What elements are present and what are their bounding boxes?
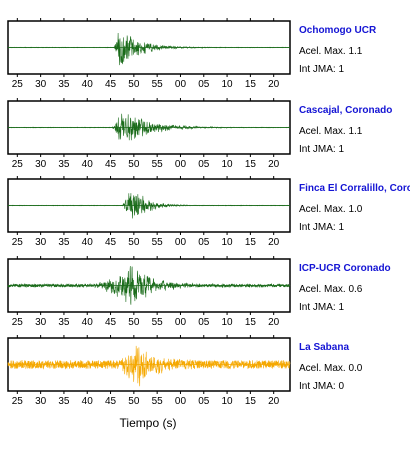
x-tick-label: 10: [222, 159, 234, 170]
x-axis-title: Tiempo (s): [120, 416, 177, 430]
waveform-trace: [7, 33, 291, 66]
x-tick-label: 40: [82, 237, 94, 248]
x-tick-label: 45: [105, 396, 117, 407]
jma-intensity-label: Int JMA: 0: [299, 381, 344, 392]
max-acceleration-label: Acel. Max. 0.6: [299, 284, 363, 295]
x-tick-label: 20: [268, 237, 280, 248]
max-acceleration-label: Acel. Max. 1.1: [299, 126, 363, 137]
waveform-trace: [7, 113, 291, 141]
x-tick-label: 00: [175, 237, 187, 248]
x-tick-label: 20: [268, 396, 280, 407]
x-tick-label: 05: [198, 317, 210, 328]
jma-intensity-label: Int JMA: 1: [299, 144, 344, 155]
x-tick-label: 50: [128, 396, 140, 407]
waveform-trace: [7, 265, 291, 305]
jma-intensity-label: Int JMA: 1: [299, 222, 344, 233]
x-tick-label: 05: [198, 159, 210, 170]
x-tick-label: 35: [58, 396, 70, 407]
x-tick-label: 15: [245, 79, 257, 90]
station-name: Ochomogo UCR: [299, 25, 377, 36]
seismogram-panel: 25 30 35 40 45 50 55 00 05 10 15 20 La Sabana Acel. M…: [7, 335, 363, 407]
x-tick-label: 55: [152, 79, 164, 90]
x-tick-label: 00: [175, 396, 187, 407]
x-tick-label: 15: [245, 237, 257, 248]
x-tick-label: 00: [175, 79, 187, 90]
x-tick-label: 35: [58, 317, 70, 328]
x-tick-label: 10: [222, 396, 234, 407]
jma-intensity-label: Int JMA: 1: [299, 302, 344, 313]
x-tick-label: 35: [58, 237, 70, 248]
x-tick-label: 55: [152, 317, 164, 328]
x-tick-label: 25: [12, 317, 24, 328]
waveform-trace: [7, 345, 291, 387]
x-tick-label: 30: [35, 396, 47, 407]
x-tick-label: 15: [245, 396, 257, 407]
x-tick-label: 40: [82, 317, 94, 328]
x-tick-label: 05: [198, 237, 210, 248]
waveform-trace: [7, 193, 291, 219]
x-tick-label: 30: [35, 317, 47, 328]
x-tick-label: 50: [128, 317, 140, 328]
x-tick-label: 25: [12, 237, 24, 248]
x-tick-label: 55: [152, 237, 164, 248]
seismogram-panel: 25 30 35 40 45 50 55 00 05 10 15 20 ICP-UCR Coronado…: [7, 256, 391, 328]
x-tick-label: 10: [222, 79, 234, 90]
x-tick-label: 40: [82, 396, 94, 407]
x-tick-label: 50: [128, 237, 140, 248]
x-tick-label: 00: [175, 159, 187, 170]
seismogram-panel: 25 30 35 40 45 50 55 00 05 10 15 20 Finca El Corrali…: [7, 176, 410, 248]
x-tick-label: 40: [82, 159, 94, 170]
x-tick-label: 45: [105, 159, 117, 170]
x-tick-label: 35: [58, 159, 70, 170]
x-tick-label: 00: [175, 317, 187, 328]
x-tick-label: 55: [152, 159, 164, 170]
x-tick-label: 05: [198, 79, 210, 90]
x-tick-label: 35: [58, 79, 70, 90]
jma-intensity-label: Int JMA: 1: [299, 64, 344, 75]
station-name: La Sabana: [299, 342, 349, 353]
x-tick-label: 50: [128, 159, 140, 170]
x-tick-label: 40: [82, 79, 94, 90]
x-tick-label: 25: [12, 159, 24, 170]
x-tick-label: 10: [222, 317, 234, 328]
x-tick-label: 15: [245, 159, 257, 170]
x-tick-label: 20: [268, 79, 280, 90]
x-tick-label: 45: [105, 317, 117, 328]
x-tick-label: 20: [268, 317, 280, 328]
station-name: Finca El Corralillo, Coronado: [299, 183, 410, 194]
x-tick-label: 30: [35, 79, 47, 90]
x-tick-label: 05: [198, 396, 210, 407]
x-tick-label: 55: [152, 396, 164, 407]
x-tick-label: 25: [12, 396, 24, 407]
x-tick-label: 10: [222, 237, 234, 248]
x-tick-label: 45: [105, 79, 117, 90]
seismogram-panel: 25 30 35 40 45 50 55 00 05 10 15 20 Ochomogo UCR Acel…: [7, 18, 377, 90]
max-acceleration-label: Acel. Max. 1.0: [299, 204, 363, 215]
x-tick-label: 30: [35, 159, 47, 170]
x-tick-label: 50: [128, 79, 140, 90]
x-tick-label: 25: [12, 79, 24, 90]
max-acceleration-label: Acel. Max. 0.0: [299, 363, 363, 374]
x-tick-label: 15: [245, 317, 257, 328]
x-tick-label: 30: [35, 237, 47, 248]
x-tick-label: 20: [268, 159, 280, 170]
max-acceleration-label: Acel. Max. 1.1: [299, 46, 363, 57]
seismogram-panel: 25 30 35 40 45 50 55 00 05 10 15 20 Cascajal, Corona…: [7, 98, 392, 170]
station-name: ICP-UCR Coronado: [299, 263, 391, 274]
x-tick-label: 45: [105, 237, 117, 248]
station-name: Cascajal, Coronado: [299, 105, 392, 116]
